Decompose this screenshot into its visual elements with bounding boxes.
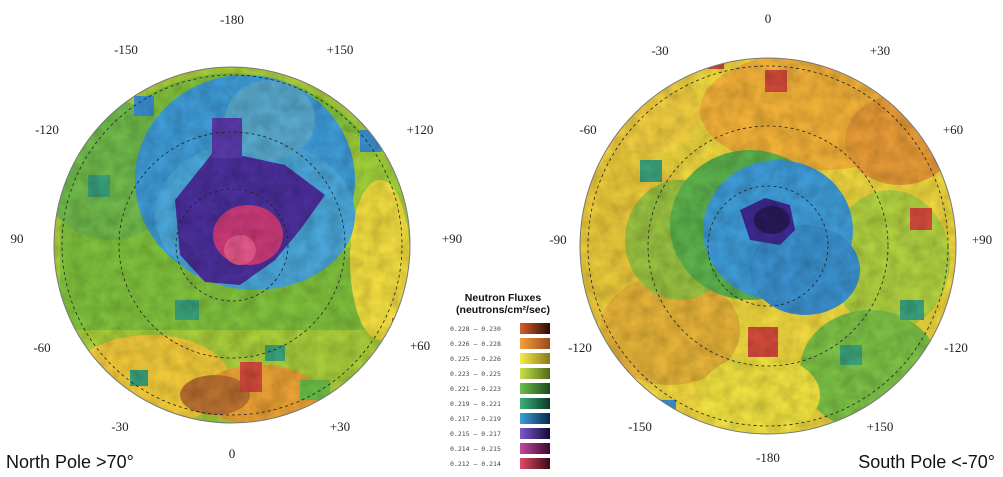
north-longitude-labels: -180 +150 +120 +90 +60 +30 0 -30 -60 90 … — [11, 12, 463, 461]
longitude-label: 0 — [765, 11, 772, 26]
legend-row: 0.219 – 0.221 — [448, 396, 558, 411]
longitude-label: +30 — [330, 419, 350, 434]
longitude-label: +60 — [410, 338, 430, 353]
longitude-label: +120 — [407, 122, 434, 137]
legend-swatch — [520, 398, 550, 409]
longitude-label: -90 — [549, 232, 566, 247]
longitude-label: 90 — [11, 231, 24, 246]
north-graticule — [61, 74, 403, 416]
longitude-label: +90 — [442, 231, 462, 246]
north-pole-caption: North Pole >70° — [6, 452, 134, 472]
longitude-label: -180 — [220, 12, 244, 27]
south-pole-caption: South Pole <-70° — [858, 452, 995, 472]
north-flux-map-surface — [54, 67, 410, 423]
legend-range: 0.223 – 0.225 — [450, 369, 501, 378]
south-graticule — [587, 65, 949, 427]
legend-range: 0.215 – 0.217 — [450, 429, 501, 438]
legend-range: 0.221 – 0.223 — [450, 384, 501, 393]
longitude-label: +60 — [943, 122, 963, 137]
legend-swatch — [520, 458, 550, 469]
longitude-label: +150 — [867, 419, 894, 434]
legend-row: 0.226 – 0.228 — [448, 336, 558, 351]
legend-row: 0.212 – 0.214 — [448, 456, 558, 471]
legend-rows: 0.228 – 0.230 0.226 – 0.228 0.225 – 0.22… — [448, 321, 558, 471]
legend-swatch — [520, 443, 550, 454]
longitude-label: -120 — [568, 340, 592, 355]
legend-swatch — [520, 323, 550, 334]
longitude-label: -150 — [114, 42, 138, 57]
longitude-label: -60 — [579, 122, 596, 137]
legend-row: 0.225 – 0.226 — [448, 351, 558, 366]
longitude-label: +150 — [327, 42, 354, 57]
longitude-label: +90 — [972, 232, 992, 247]
legend-range: 0.212 – 0.214 — [450, 459, 501, 468]
legend-range: 0.226 – 0.228 — [450, 339, 501, 348]
legend-unit-line: (neutrons/cm²/sec) — [456, 304, 550, 316]
legend-range: 0.214 – 0.215 — [450, 444, 501, 453]
longitude-label: -180 — [756, 450, 780, 465]
longitude-label: -30 — [651, 43, 668, 58]
longitude-label: 0 — [229, 446, 236, 461]
legend-swatch — [520, 413, 550, 424]
legend-swatch — [520, 353, 550, 364]
legend-swatch — [520, 338, 550, 349]
legend-row: 0.215 – 0.217 — [448, 426, 558, 441]
longitude-label: -150 — [628, 419, 652, 434]
legend-row: 0.214 – 0.215 — [448, 441, 558, 456]
legend-row: 0.223 – 0.225 — [448, 366, 558, 381]
legend-row: 0.217 – 0.219 — [448, 411, 558, 426]
longitude-label: -120 — [35, 122, 59, 137]
legend-swatch — [520, 428, 550, 439]
south-flux-map-surface — [580, 58, 956, 434]
legend-title: Neutron Fluxes (neutrons/cm²/sec) — [448, 292, 558, 316]
longitude-label: +30 — [870, 43, 890, 58]
legend-swatch — [520, 383, 550, 394]
legend-range: 0.225 – 0.226 — [450, 354, 501, 363]
flux-legend: Neutron Fluxes (neutrons/cm²/sec) 0.228 … — [448, 292, 558, 471]
legend-range: 0.217 – 0.219 — [450, 414, 501, 423]
legend-range: 0.219 – 0.221 — [450, 399, 501, 408]
legend-range: 0.228 – 0.230 — [450, 324, 501, 333]
legend-row: 0.221 – 0.223 — [448, 381, 558, 396]
south-longitude-labels: 0 +30 +60 +90 -120 +150 -180 -150 -120 -… — [549, 11, 992, 465]
south-pole-map: 0 +30 +60 +90 -120 +150 -180 -150 -120 -… — [549, 11, 992, 465]
longitude-label: -60 — [33, 340, 50, 355]
north-pole-map: -180 +150 +120 +90 +60 +30 0 -30 -60 90 … — [11, 12, 463, 461]
longitude-label: -120 — [944, 340, 968, 355]
longitude-label: -30 — [111, 419, 128, 434]
legend-swatch — [520, 368, 550, 379]
legend-row: 0.228 – 0.230 — [448, 321, 558, 336]
legend-title-line: Neutron Fluxes — [464, 292, 542, 304]
